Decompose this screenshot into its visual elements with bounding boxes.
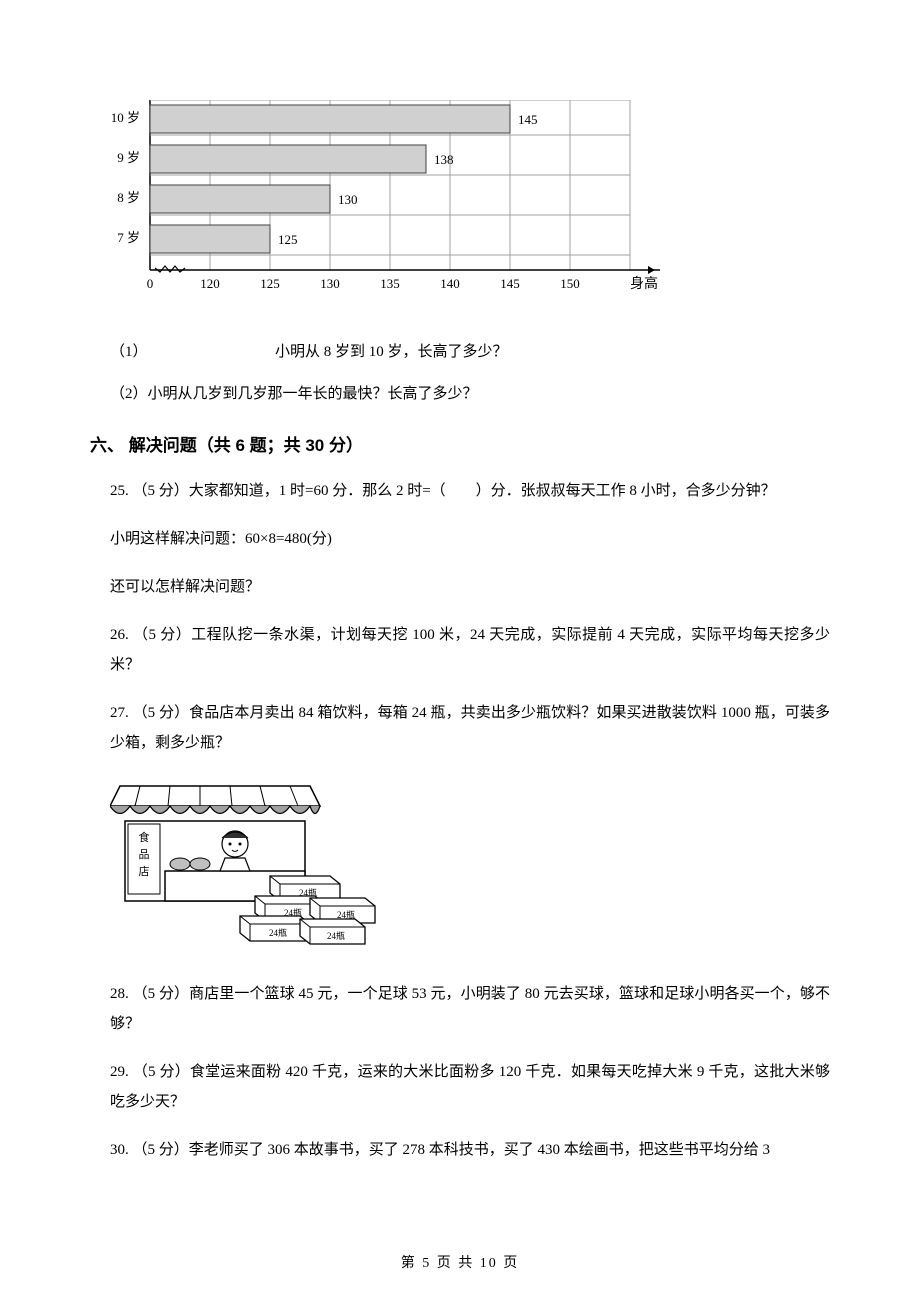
q25-line3: 还可以怎样解决问题？	[110, 572, 830, 602]
svg-text:24瓶: 24瓶	[327, 930, 345, 941]
svg-text:24瓶: 24瓶	[269, 927, 287, 938]
svg-text:138: 138	[434, 152, 454, 167]
q28-text: 28. （5 分）商店里一个篮球 45 元，一个足球 53 元，小明装了 80 …	[110, 979, 830, 1039]
q24-sub1: （1） 小明从 8 岁到 10 岁，长高了多少？	[110, 340, 830, 364]
svg-text:8 岁: 8 岁	[117, 190, 140, 205]
svg-text:0: 0	[147, 276, 154, 291]
height-bar-chart: 10 岁 9 岁 8 岁 7 岁 145 138	[100, 100, 660, 300]
svg-text:145: 145	[500, 276, 520, 291]
q29-text: 29. （5 分）食堂运来面粉 420 千克，运来的大米比面粉多 120 千克．…	[110, 1057, 830, 1117]
svg-text:店: 店	[139, 864, 150, 878]
svg-text:9 岁: 9 岁	[117, 150, 140, 165]
q27-text: 27. （5 分）食品店本月卖出 84 箱饮料，每箱 24 瓶，共卖出多少瓶饮料…	[110, 698, 830, 758]
q26-text: 26. （5 分）工程队挖一条水渠，计划每天挖 100 米，24 天完成，实际提…	[110, 620, 830, 680]
q24-sub2: （2）小明从几岁到几岁那一年长的最快？长高了多少？	[110, 382, 830, 406]
svg-text:7 岁: 7 岁	[117, 230, 140, 245]
q24-sub1-num: （1）	[110, 344, 148, 360]
shop-illustration: 食 品 店 24瓶 24瓶	[110, 776, 830, 961]
svg-text:食: 食	[139, 830, 150, 844]
page-footer: 第 5 页 共 10 页	[0, 1252, 920, 1272]
page-content: 10 岁 9 岁 8 岁 7 岁 145 138	[0, 0, 920, 1223]
q25-line2: 小明这样解决问题：60×8=480(分)	[110, 524, 830, 554]
svg-text:24瓶: 24瓶	[337, 909, 355, 920]
svg-text:140: 140	[440, 276, 460, 291]
q24-sub1-text: 小明从 8 岁到 10 岁，长高了多少？	[275, 344, 508, 360]
svg-text:125: 125	[278, 232, 298, 247]
shop-illustration-svg: 食 品 店 24瓶 24瓶	[110, 776, 380, 956]
svg-text:10 岁: 10 岁	[111, 110, 140, 125]
svg-text:150: 150	[560, 276, 580, 291]
svg-text:120: 120	[200, 276, 220, 291]
svg-text:身高: 身高	[630, 275, 658, 292]
q30-text: 30. （5 分）李老师买了 306 本故事书，买了 278 本科技书，买了 4…	[110, 1135, 830, 1165]
svg-text:品: 品	[139, 848, 150, 861]
svg-text:125: 125	[260, 276, 280, 291]
height-bar-chart-container: 10 岁 9 岁 8 岁 7 岁 145 138	[100, 100, 830, 300]
svg-text:145: 145	[518, 112, 538, 127]
svg-text:130: 130	[338, 192, 358, 207]
box-5: 24瓶	[300, 919, 365, 944]
section-6-heading: 六、 解决问题（共 6 题；共 30 分）	[90, 431, 830, 456]
q25-line1: 25. （5 分）大家都知道，1 时=60 分．那么 2 时=（ ）分．张叔叔每…	[110, 476, 830, 506]
svg-text:130: 130	[320, 276, 340, 291]
svg-text:135: 135	[380, 276, 400, 291]
